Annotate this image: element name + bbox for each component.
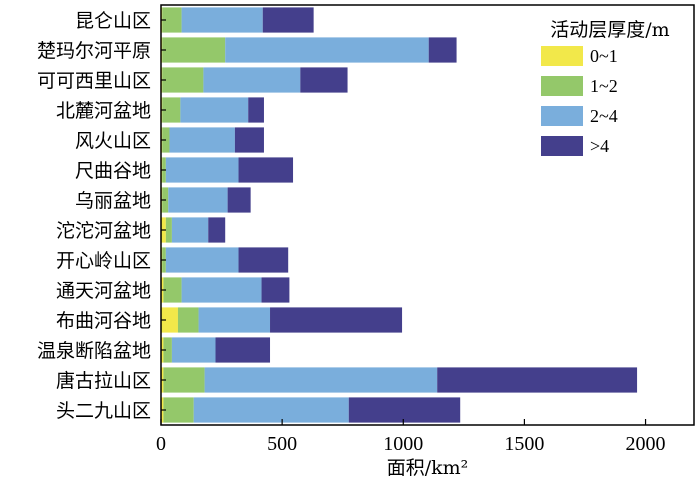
bar-segment <box>168 187 228 213</box>
bar-segment <box>208 217 226 243</box>
bar-segment <box>437 367 638 393</box>
bar-segment <box>234 127 264 153</box>
bar-segment <box>163 367 205 393</box>
x-axis-label: 面积/km² <box>387 457 469 479</box>
x-tick-label: 500 <box>267 433 297 455</box>
legend-swatch <box>541 46 583 66</box>
category-label: 昆仑山区 <box>75 10 151 32</box>
bar-segment <box>163 277 182 303</box>
category-label: 温泉断陷盆地 <box>37 340 151 362</box>
bar-segment <box>227 187 251 213</box>
category-label: 布曲河谷地 <box>56 310 151 332</box>
bar-segment <box>270 307 403 333</box>
legend: 活动层厚度/m 0~1 1~2 2~4 >4 <box>541 19 670 156</box>
category-label: 头二九山区 <box>56 400 151 422</box>
bar-segment <box>161 307 178 333</box>
category-label: 尺曲谷地 <box>75 160 151 182</box>
category-label: 风火山区 <box>75 130 151 152</box>
bar-segment <box>163 337 172 363</box>
bar-segment <box>248 97 264 123</box>
category-label: 唐古拉山区 <box>56 370 151 392</box>
bar-segment <box>215 337 271 363</box>
legend-title: 活动层厚度/m <box>550 19 669 41</box>
category-label: 乌丽盆地 <box>75 190 151 212</box>
bar-segment <box>163 397 194 423</box>
bar-segment <box>181 277 262 303</box>
legend-label: >4 <box>590 136 609 156</box>
bar-segment <box>198 307 271 333</box>
bar-segment <box>162 97 181 123</box>
bar-segment <box>171 217 209 243</box>
category-label: 北麓河盆地 <box>56 100 151 122</box>
x-tick-label: 0 <box>156 433 166 455</box>
bar-segment <box>162 37 226 63</box>
bar-segment <box>181 7 263 33</box>
bar-segment <box>165 157 239 183</box>
legend-items: 0~1 1~2 2~4 >4 <box>541 46 618 156</box>
legend-label: 2~4 <box>590 106 618 126</box>
bar-segment <box>171 337 216 363</box>
bar-segment <box>165 217 172 243</box>
bar-segment <box>203 67 301 93</box>
category-label: 可可西里山区 <box>37 70 151 92</box>
bar-segment <box>180 97 249 123</box>
bar-segment <box>348 397 461 423</box>
bar-segment <box>262 7 314 33</box>
bar-segment <box>193 397 349 423</box>
bar-segment <box>162 67 204 93</box>
category-label: 楚玛尔河平原 <box>37 40 151 62</box>
bar-segment <box>300 67 348 93</box>
legend-swatch <box>541 76 583 96</box>
category-label: 通天河盆地 <box>56 280 151 302</box>
bar-segment <box>261 277 290 303</box>
plot-frame <box>160 4 695 426</box>
category-labels: 昆仑山区楚玛尔河平原可可西里山区北麓河盆地风火山区尺曲谷地乌丽盆地沱沱河盆地开心… <box>37 10 166 422</box>
legend-swatch <box>541 136 583 156</box>
bar-segment <box>204 367 438 393</box>
bar-segment <box>225 37 429 63</box>
x-tick-label: 1500 <box>504 433 544 455</box>
x-tick-label: 1000 <box>383 433 423 455</box>
bar-segment <box>177 307 199 333</box>
bar-segment <box>238 247 289 273</box>
category-label: 沱沱河盆地 <box>56 220 151 242</box>
bars-group <box>161 7 638 423</box>
bar-segment <box>162 7 182 33</box>
bar-segment <box>169 127 235 153</box>
legend-label: 0~1 <box>590 46 618 66</box>
bar-segment <box>238 157 294 183</box>
x-axis-ticks: 0 500 1000 1500 2000 <box>156 419 666 455</box>
legend-label: 1~2 <box>590 76 618 96</box>
bar-segment <box>165 247 239 273</box>
legend-swatch <box>541 106 583 126</box>
category-label: 开心岭山区 <box>56 250 151 272</box>
bar-segment <box>428 37 457 63</box>
x-tick-label: 2000 <box>626 433 666 455</box>
